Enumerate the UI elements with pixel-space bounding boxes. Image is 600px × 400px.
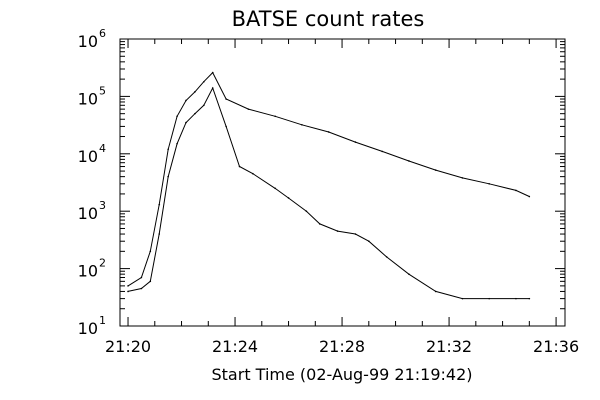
data-point bbox=[368, 240, 370, 243]
data-point bbox=[127, 285, 129, 287]
y-tick-exponent: 5 bbox=[99, 84, 106, 97]
data-point bbox=[461, 297, 464, 300]
data-point bbox=[140, 287, 143, 290]
data-point bbox=[167, 148, 169, 151]
y-tick-label: 10 bbox=[78, 262, 98, 281]
x-tick-label: 21:28 bbox=[319, 337, 365, 356]
data-point bbox=[318, 223, 321, 225]
data-point bbox=[158, 203, 161, 206]
data-point bbox=[203, 80, 205, 83]
y-tick-label: 10 bbox=[78, 319, 98, 338]
data-point bbox=[488, 183, 490, 185]
x-tick-label: 21:36 bbox=[533, 337, 579, 356]
data-point bbox=[127, 290, 129, 293]
data-point bbox=[327, 131, 330, 133]
x-tick-label: 21:20 bbox=[105, 337, 151, 356]
data-point bbox=[274, 115, 276, 118]
data-point bbox=[408, 273, 410, 275]
data-point bbox=[149, 280, 152, 283]
data-point bbox=[274, 187, 276, 190]
y-tick-label: 10 bbox=[78, 89, 98, 108]
x-tick-label: 21:24 bbox=[212, 337, 258, 356]
data-point bbox=[247, 108, 250, 110]
series-layer bbox=[127, 71, 531, 300]
data-point bbox=[194, 91, 196, 93]
series-line-2 bbox=[127, 86, 530, 300]
data-point bbox=[488, 297, 490, 300]
data-point bbox=[252, 172, 254, 175]
data-point bbox=[461, 177, 464, 179]
data-point bbox=[381, 150, 383, 153]
data-point bbox=[194, 112, 196, 115]
x-axis: 21:20 21:24 21:28 21:32 21:36 bbox=[105, 39, 579, 356]
data-point bbox=[167, 175, 169, 178]
data-point bbox=[158, 233, 161, 235]
data-point bbox=[140, 276, 143, 279]
x-tick-label: 21:32 bbox=[426, 337, 472, 356]
data-point bbox=[225, 98, 227, 100]
data-point bbox=[176, 142, 178, 145]
data-point bbox=[515, 189, 517, 192]
y-tick-exponent: 4 bbox=[99, 142, 106, 155]
data-point bbox=[336, 230, 339, 232]
data-point bbox=[528, 195, 531, 198]
data-point bbox=[185, 121, 187, 124]
y-tick-exponent: 1 bbox=[99, 314, 106, 327]
y-tick-exponent: 3 bbox=[99, 199, 106, 212]
data-point bbox=[185, 99, 187, 102]
data-point bbox=[238, 165, 241, 168]
data-point bbox=[515, 297, 517, 300]
data-point bbox=[434, 169, 437, 171]
data-point bbox=[149, 250, 152, 253]
data-point bbox=[301, 124, 303, 126]
y-tick-exponent: 6 bbox=[99, 27, 106, 40]
plot-border bbox=[119, 38, 566, 327]
data-point bbox=[408, 160, 410, 162]
y-tick-label: 10 bbox=[78, 32, 98, 51]
y-tick-label: 10 bbox=[78, 204, 98, 223]
data-point bbox=[287, 197, 290, 199]
data-point bbox=[211, 71, 214, 74]
data-point bbox=[225, 125, 227, 128]
plot-frame bbox=[119, 38, 566, 327]
data-point bbox=[211, 87, 214, 89]
y-tick-exponent: 2 bbox=[99, 257, 106, 270]
chart-title: BATSE count rates bbox=[232, 7, 425, 31]
data-point bbox=[434, 290, 437, 293]
series-line-1 bbox=[127, 71, 530, 287]
data-point bbox=[176, 115, 178, 118]
data-point bbox=[528, 297, 531, 300]
data-point bbox=[354, 233, 357, 235]
data-point bbox=[354, 141, 357, 143]
data-point bbox=[203, 104, 205, 107]
data-point bbox=[385, 256, 388, 258]
y-tick-label: 10 bbox=[78, 147, 98, 166]
data-point bbox=[305, 210, 308, 212]
x-axis-label: Start Time (02-Aug-99 21:19:42) bbox=[212, 365, 473, 384]
